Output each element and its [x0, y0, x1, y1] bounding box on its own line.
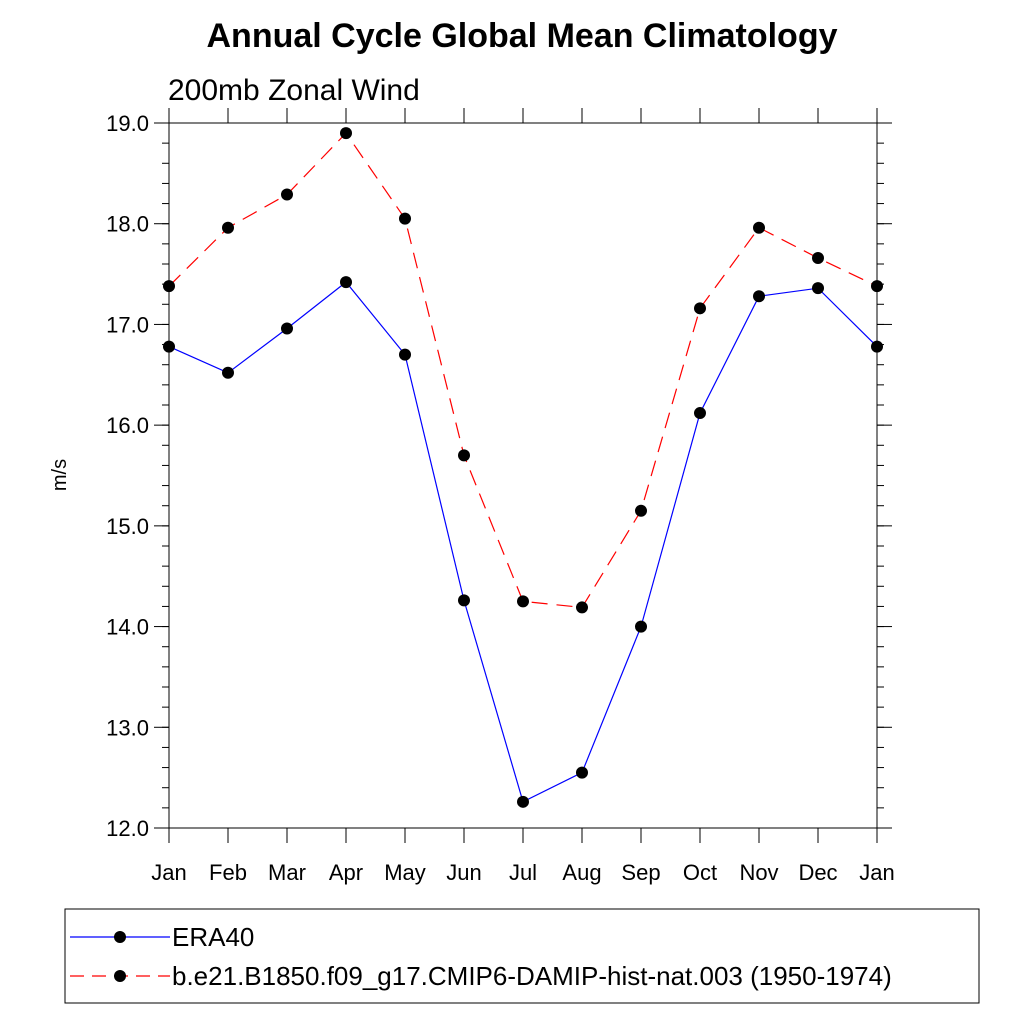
y-tick-label: 12.0	[106, 816, 149, 841]
series-1-point	[694, 302, 706, 315]
series-0-point	[458, 594, 470, 607]
series-1-point	[871, 280, 883, 293]
y-tick-label: 19.0	[106, 111, 149, 136]
y-tick-label: 15.0	[106, 514, 149, 539]
y-tick-label: 17.0	[106, 312, 149, 337]
legend-marker-0	[114, 931, 126, 943]
chart-title: Annual Cycle Global Mean Climatology	[207, 17, 838, 55]
series-1-point	[753, 221, 765, 234]
x-tick-label: Jul	[509, 860, 537, 885]
legend-box	[64, 908, 980, 1004]
y-tick-label: 16.0	[106, 413, 149, 438]
legend-marker-1	[114, 970, 126, 982]
series-1-point	[517, 595, 529, 608]
series-0-point	[812, 282, 824, 295]
series-0-point	[694, 407, 706, 420]
series-0-point	[281, 322, 293, 335]
chart-subtitle: 200mb Zonal Wind	[168, 74, 420, 107]
series-1-point	[281, 188, 293, 201]
y-tick-label: 14.0	[106, 615, 149, 640]
series-1-point	[399, 212, 411, 225]
legend-label-0: ERA40	[172, 922, 254, 952]
series-line-0	[168, 281, 878, 803]
series-1-point	[163, 280, 175, 293]
x-tick-label: Aug	[562, 860, 601, 885]
x-tick-label: Mar	[268, 860, 306, 885]
series-0-point	[753, 290, 765, 303]
series-1-point	[576, 601, 588, 614]
series-1-point	[812, 251, 824, 264]
x-tick-label: May	[384, 860, 426, 885]
x-tick-label: Oct	[683, 860, 717, 885]
x-tick-label: Apr	[329, 860, 363, 885]
series-0-point	[517, 795, 529, 808]
x-tick-label: Dec	[798, 860, 837, 885]
series-layer	[163, 127, 883, 808]
legend-label-1: b.e21.B1850.f09_g17.CMIP6-DAMIP-hist-nat…	[172, 961, 892, 991]
x-tick-label: Jun	[446, 860, 481, 885]
series-0-point	[163, 340, 175, 353]
series-0-point	[635, 620, 647, 633]
series-0-point	[222, 366, 234, 379]
y-tick-label: 13.0	[106, 715, 149, 740]
series-0-point	[871, 340, 883, 353]
series-1-point	[635, 504, 647, 517]
legend: ERA40 b.e21.B1850.f09_g17.CMIP6-DAMIP-his…	[70, 922, 892, 991]
axes: 12.0 13.0 14.0 15.0 16.0 17.0 18.0 19.0 Jan Feb Ma…	[106, 108, 895, 885]
series-line-1	[168, 132, 878, 609]
x-tick-label: Nov	[739, 860, 778, 885]
x-tick-label: Jan	[151, 860, 186, 885]
y-tick-label: 18.0	[106, 212, 149, 237]
y-axis-label: m/s	[49, 459, 71, 491]
x-tick-label: Jan	[859, 860, 894, 885]
series-0-point	[340, 276, 352, 289]
x-tick-label: Sep	[621, 860, 660, 885]
series-1-point	[222, 221, 234, 234]
series-0-point	[399, 348, 411, 361]
x-tick-label: Feb	[209, 860, 247, 885]
series-1-point	[458, 449, 470, 462]
series-1-point	[340, 127, 352, 140]
plot-frame	[168, 122, 878, 829]
series-0-point	[576, 766, 588, 779]
